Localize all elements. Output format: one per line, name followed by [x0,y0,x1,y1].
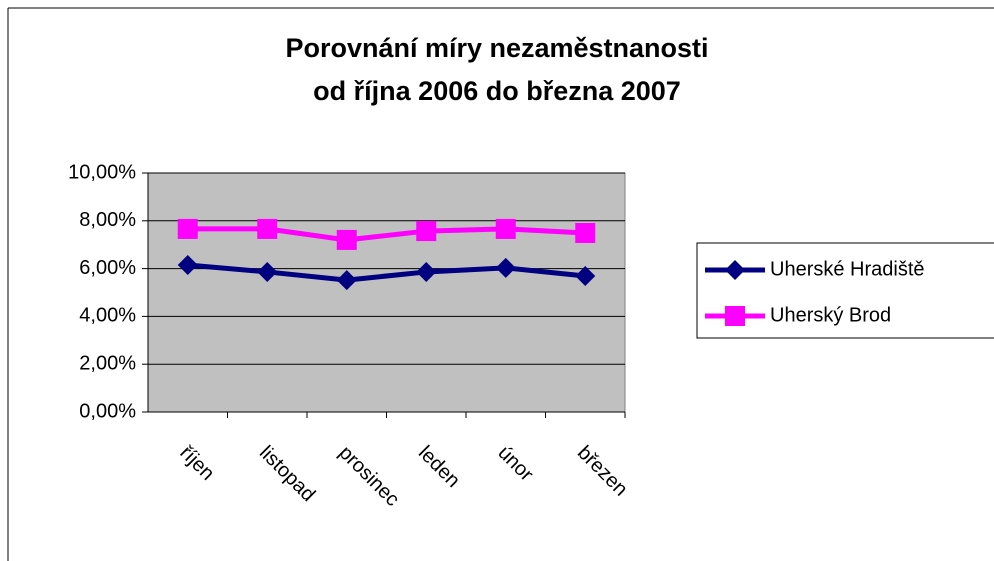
marker [416,221,437,242]
marker [495,257,516,278]
y-tick-label: 6,00% [79,257,136,279]
marker [177,255,198,276]
y-tick-label: 0,00% [79,400,136,422]
y-tick-label: 8,00% [79,209,136,231]
x-tick-label: leden [414,442,464,492]
y-tick-label: 4,00% [79,305,136,327]
plot-area [147,172,626,413]
chart-title: od října 2006 do března 2007 [313,76,681,106]
series-line [187,226,586,243]
legend-label: Uherský Brod [770,304,891,326]
marker [495,218,516,239]
x-tick-label: únor [493,442,537,486]
x-tick-label: říjen [175,442,218,485]
y-tick-label: 10,00% [68,161,136,183]
marker [336,229,357,250]
chart-title: Porovnání míry nezaměstnanosti [285,33,708,63]
marker [575,266,596,287]
marker [416,261,437,282]
x-tick-label: prosinec [334,442,403,511]
marker [725,306,745,326]
marker [575,222,596,243]
y-tick-label: 2,00% [79,352,136,374]
series-line [187,262,586,283]
x-tick-label: listopad [255,442,319,506]
marker [177,218,198,239]
legend-label: Uherské Hradiště [770,258,925,280]
marker [257,261,278,282]
marker [257,218,278,239]
x-tick-label: březen [573,442,632,501]
marker [725,260,745,280]
marker [336,270,357,291]
legend-box [696,242,994,339]
